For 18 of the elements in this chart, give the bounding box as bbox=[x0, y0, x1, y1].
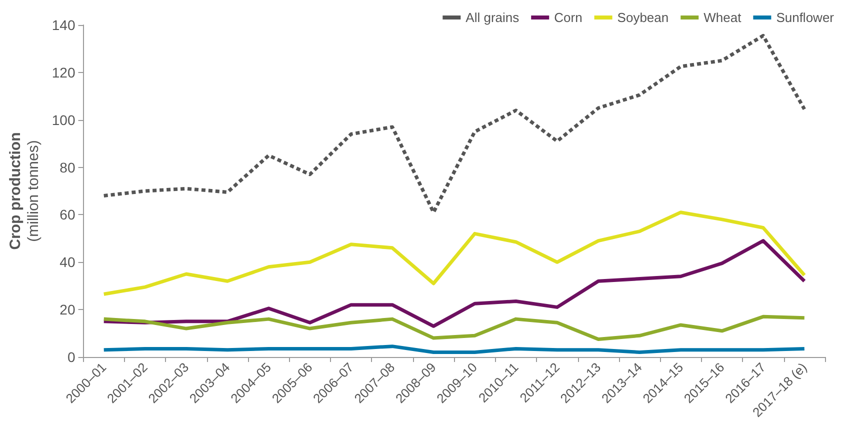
y-tick-label: 20 bbox=[60, 302, 76, 318]
legend-label: All grains bbox=[466, 10, 520, 25]
legend-label: Corn bbox=[554, 10, 582, 25]
line-series bbox=[102, 34, 806, 214]
legend-label: Sunflower bbox=[776, 10, 835, 25]
y-tick-label: 140 bbox=[52, 17, 76, 33]
y-tick-label: 0 bbox=[67, 349, 76, 365]
y-axis-title: Crop production (million tonnes) bbox=[7, 132, 42, 250]
y-tick-label: 120 bbox=[52, 64, 76, 80]
y-tick-label: 80 bbox=[60, 159, 76, 176]
legend-label: Soybean bbox=[617, 10, 669, 25]
y-tick-label: 40 bbox=[60, 254, 76, 270]
y-tick-label: 100 bbox=[52, 112, 76, 128]
line-series bbox=[102, 239, 806, 328]
line-series bbox=[102, 314, 806, 341]
y-tick-label: 60 bbox=[60, 206, 76, 223]
line-series bbox=[102, 210, 806, 296]
legend-label: Wheat bbox=[704, 10, 742, 25]
